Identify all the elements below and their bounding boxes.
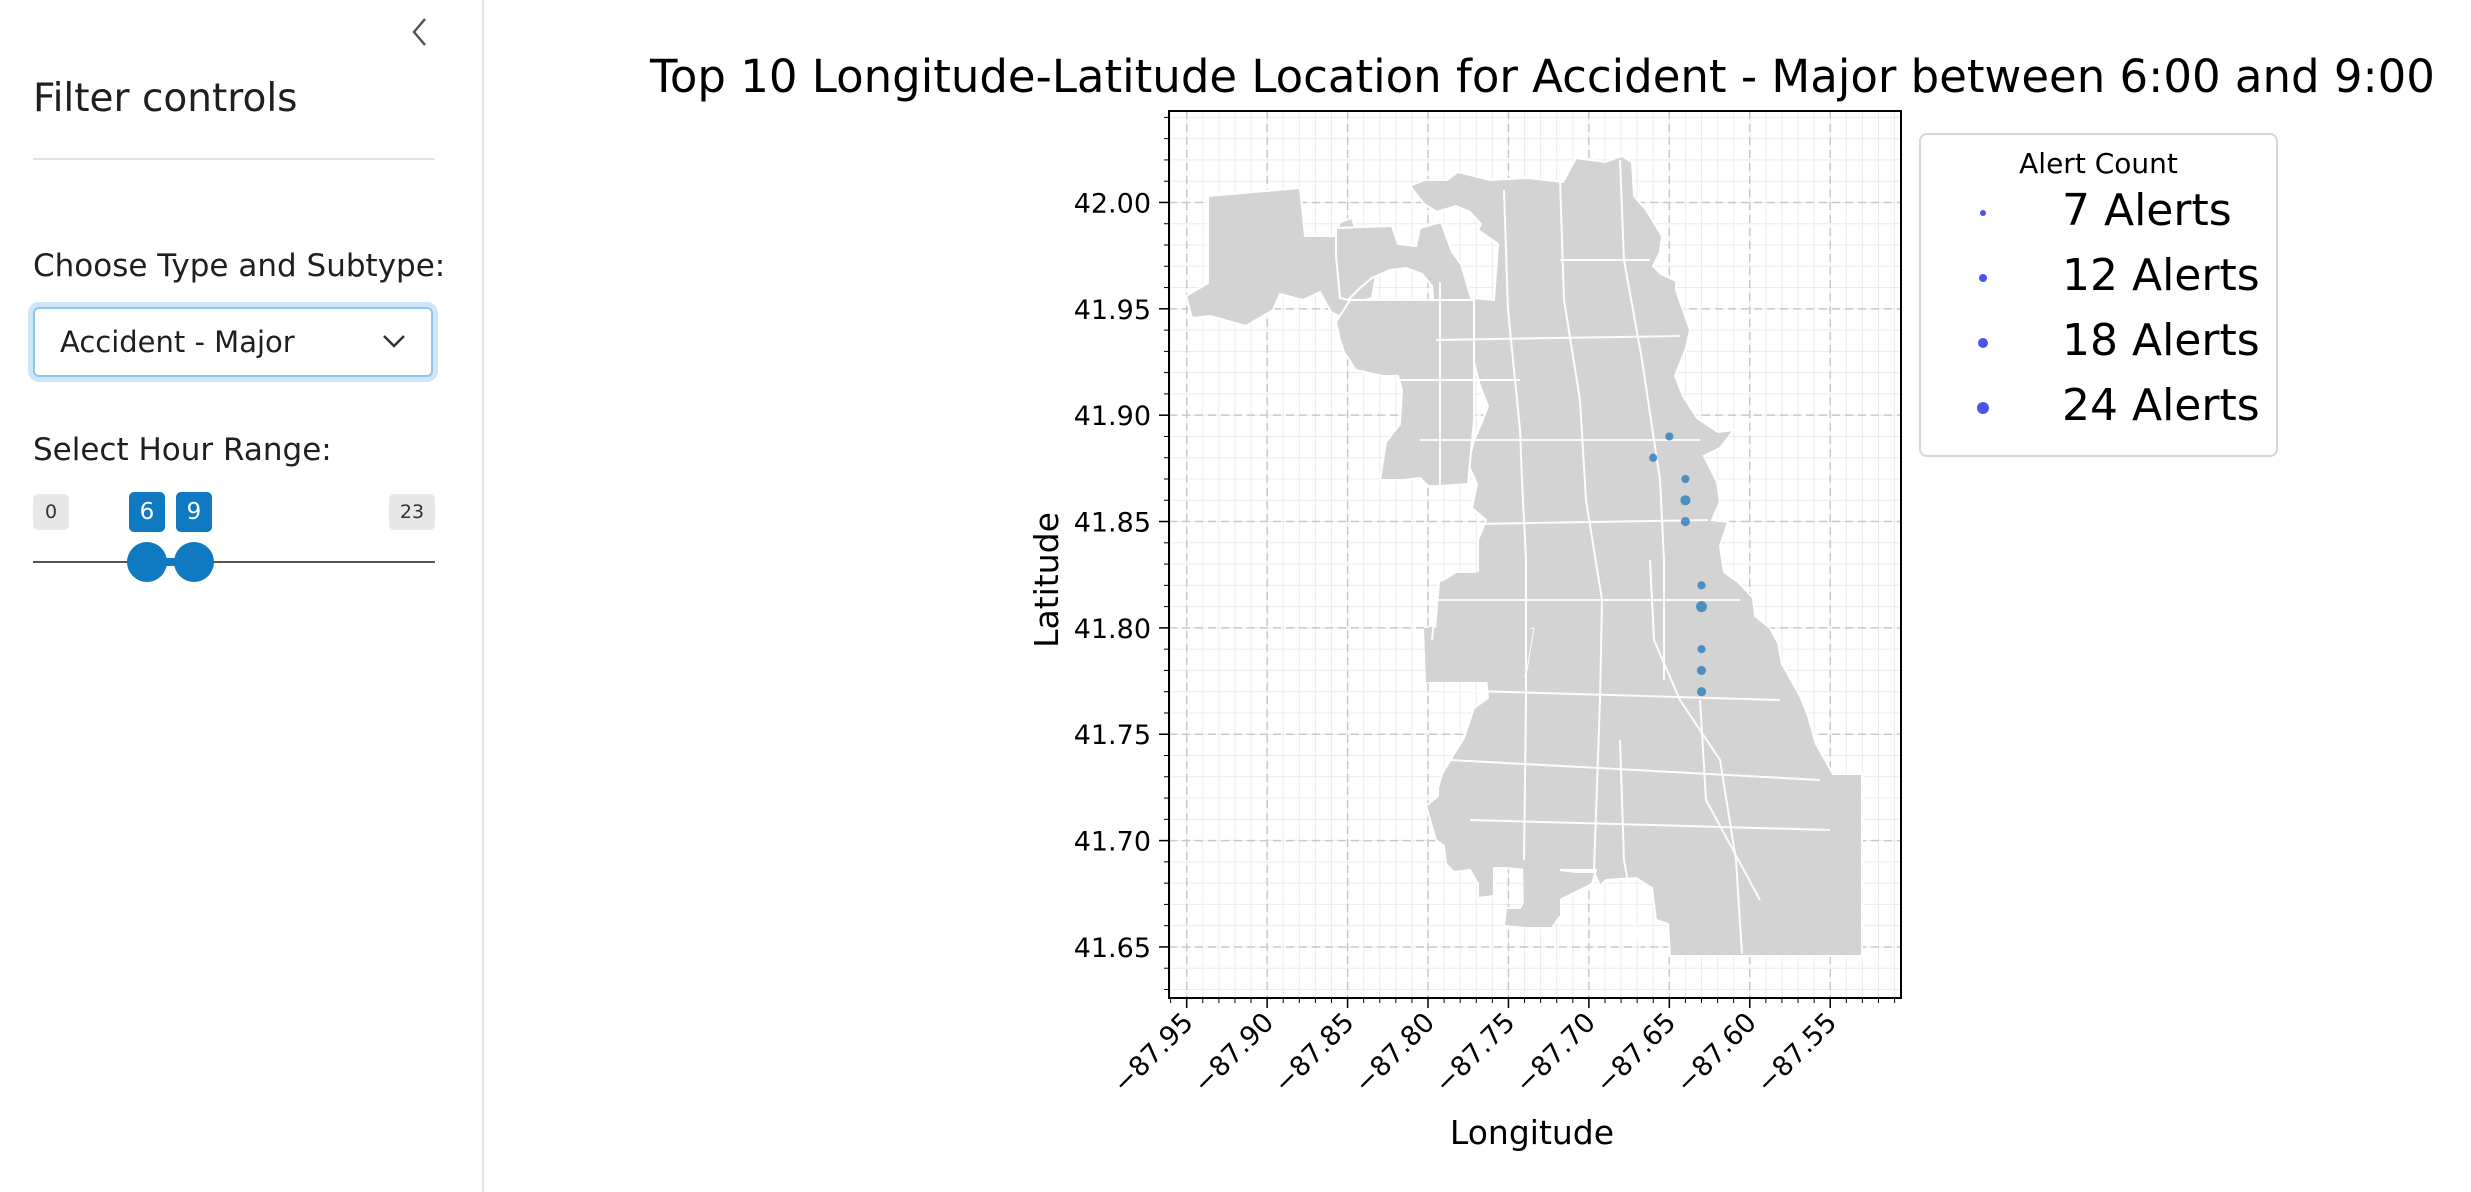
data-point: [1696, 687, 1707, 697]
x-tick-label: −87.70: [1509, 1007, 1602, 1100]
legend-entry: 24 Alerts: [1921, 380, 2276, 440]
data-point: [1697, 645, 1706, 654]
legend-title: Alert Count: [2019, 147, 2178, 180]
y-tick-label: 41.65: [1074, 933, 1151, 964]
data-point: [1696, 665, 1707, 676]
data-point: [1697, 581, 1706, 590]
chart-legend: Alert Count 7 Alerts 12 Alerts 18 Alerts…: [1919, 133, 2278, 457]
sidebar: Filter controls Choose Type and Subtype:…: [0, 0, 484, 1192]
type-subtype-select[interactable]: Accident - Major: [33, 307, 433, 377]
slider-from-value: 6: [129, 492, 165, 532]
y-tick-label: 41.85: [1074, 508, 1151, 539]
legend-marker: [1977, 402, 1989, 414]
slider-track[interactable]: [33, 561, 435, 563]
legend-label: 18 Alerts: [2062, 315, 2260, 366]
legend-marker: [1979, 274, 1987, 282]
x-tick-label: −87.55: [1751, 1007, 1844, 1100]
sidebar-divider: [33, 158, 435, 160]
y-axis-label: Latitude: [1027, 512, 1066, 648]
slider-selected-range: [147, 558, 195, 566]
data-point: [1680, 516, 1691, 527]
y-tick-label: 41.95: [1074, 295, 1151, 326]
y-tick-label: 41.90: [1074, 401, 1151, 432]
plot-frame: [1168, 110, 1902, 999]
legend-label: 12 Alerts: [2062, 250, 2260, 301]
x-tick-label: −87.85: [1268, 1007, 1361, 1100]
y-tick-label: 42.00: [1074, 188, 1151, 219]
chart-title: Top 10 Longitude-Latitude Location for A…: [650, 50, 2435, 103]
legend-marker: [1980, 210, 1986, 216]
data-point: [1665, 432, 1674, 441]
y-tick-label: 41.80: [1074, 614, 1151, 645]
x-tick-label: −87.80: [1348, 1007, 1441, 1100]
x-tick-label: −87.90: [1188, 1007, 1281, 1100]
type-select-label: Choose Type and Subtype:: [33, 248, 446, 284]
chevron-left-icon: [412, 18, 426, 46]
legend-label: 24 Alerts: [2062, 380, 2260, 431]
data-point: [1649, 453, 1658, 462]
data-point: [1696, 601, 1707, 613]
chevron-down-icon: [383, 335, 405, 348]
legend-entry: 18 Alerts: [1921, 315, 2276, 375]
x-tick-label: −87.95: [1107, 1007, 1200, 1100]
hour-range-label: Select Hour Range:: [33, 432, 332, 468]
slider-to-value: 9: [176, 492, 212, 532]
legend-entry: 12 Alerts: [1921, 250, 2276, 310]
slider-from-handle[interactable]: [127, 542, 167, 582]
chicago-map: [1184, 154, 1863, 957]
x-tick-label: −87.60: [1670, 1007, 1763, 1100]
x-tick-label: −87.65: [1590, 1007, 1683, 1100]
y-tick-label: 41.75: [1074, 720, 1151, 751]
legend-entry: 7 Alerts: [1921, 185, 2276, 245]
legend-label: 7 Alerts: [2062, 185, 2232, 236]
legend-marker: [1978, 338, 1988, 348]
data-point: [1681, 474, 1690, 484]
y-tick-label: 41.70: [1074, 827, 1151, 858]
sidebar-title: Filter controls: [33, 76, 298, 121]
slider-to-handle[interactable]: [174, 542, 214, 582]
slider-min-label: 0: [33, 494, 69, 530]
slider-max-label: 23: [389, 494, 435, 530]
collapse-sidebar-button[interactable]: [400, 12, 440, 52]
x-axis-label: Longitude: [1450, 1113, 1614, 1152]
data-point: [1680, 495, 1691, 506]
type-select-value: Accident - Major: [60, 325, 295, 359]
x-tick-label: −87.75: [1429, 1007, 1522, 1100]
